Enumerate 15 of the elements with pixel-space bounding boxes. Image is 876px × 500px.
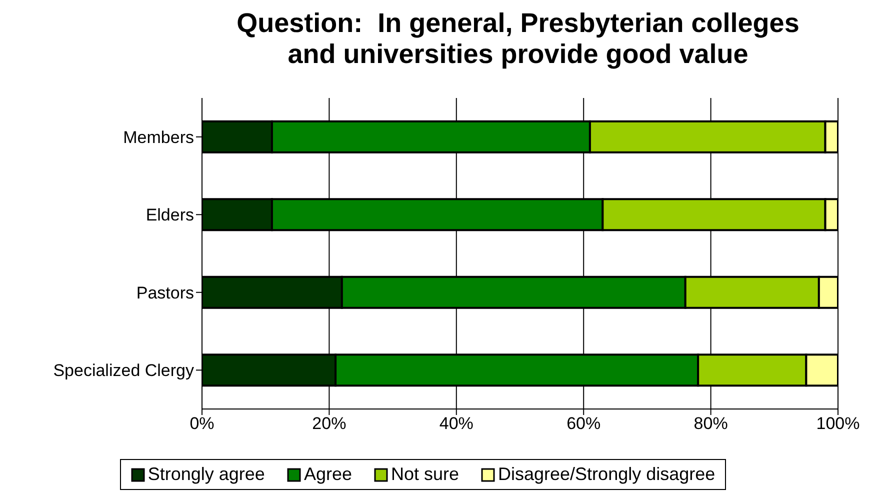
y-tick-label: Pastors [136,283,194,302]
y-tick-label: Members [123,128,194,147]
y-tick-label: Specialized Clergy [53,361,194,380]
x-tick-label: 20% [312,414,346,434]
x-tick-label: 100% [816,414,860,434]
legend-label: Agree [304,464,352,485]
legend-label: Strongly agree [148,464,265,485]
x-tick-label: 40% [439,414,474,434]
x-tick-label: 80% [694,414,728,434]
y-tick-label: Elders [146,206,194,225]
x-tick-label: 0% [190,414,214,434]
legend-label: Disagree/Strongly disagree [498,464,716,485]
chart-title: Question: In general, Presbyterian colleges and universities provide good value [236,8,800,70]
legend-label: Not sure [390,464,460,485]
x-tick-label: 60% [566,414,601,434]
